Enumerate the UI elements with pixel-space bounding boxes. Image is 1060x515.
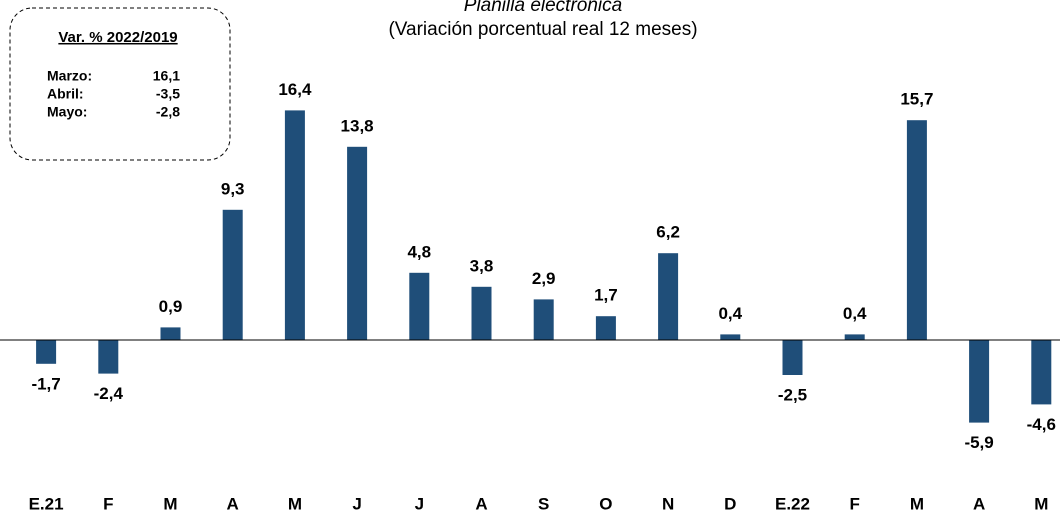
bar xyxy=(471,286,492,340)
data-label: -5,9 xyxy=(964,433,993,452)
bar xyxy=(347,146,368,340)
data-label: 2,9 xyxy=(532,269,556,288)
x-tick-label: J xyxy=(415,494,424,513)
bar xyxy=(782,340,803,375)
bar xyxy=(844,334,865,340)
x-tick-label: M xyxy=(163,494,177,513)
data-label: 0,9 xyxy=(159,297,183,316)
x-tick-label: F xyxy=(103,494,113,513)
bar xyxy=(284,110,305,341)
bar xyxy=(906,120,927,340)
x-tick-label: S xyxy=(538,494,549,513)
x-tick-label: J xyxy=(352,494,361,513)
data-label: -4,6 xyxy=(1027,415,1056,434)
x-tick-label: D xyxy=(724,494,736,513)
bar xyxy=(969,340,990,423)
data-label: 15,7 xyxy=(900,90,933,109)
x-tick-label: M xyxy=(1034,494,1048,513)
annotation-value: -2,8 xyxy=(156,104,180,120)
annotation-value: -3,5 xyxy=(156,86,180,102)
annotation-label: Abril: xyxy=(47,86,84,102)
data-label: 9,3 xyxy=(221,179,245,198)
bar xyxy=(533,299,554,340)
data-label: 3,8 xyxy=(470,256,494,275)
data-label: -1,7 xyxy=(31,374,60,393)
annotation-label: Mayo: xyxy=(47,104,87,120)
annotation-label: Marzo: xyxy=(47,68,92,84)
bar xyxy=(658,253,679,340)
x-tick-label: M xyxy=(910,494,924,513)
chart-title: Planilla electrónica xyxy=(464,0,622,16)
bar xyxy=(720,334,741,340)
x-tick-label: E.21 xyxy=(29,494,64,513)
data-label: 16,4 xyxy=(278,80,312,99)
bar xyxy=(36,340,57,364)
x-tick-label: N xyxy=(662,494,674,513)
annotation-title: Var. % 2022/2019 xyxy=(58,29,177,46)
data-label: 0,4 xyxy=(843,304,867,323)
x-tick-label: A xyxy=(475,494,487,513)
bar xyxy=(98,340,119,374)
x-tick-label: M xyxy=(288,494,302,513)
x-tick-label: E.22 xyxy=(775,494,810,513)
annotation-box xyxy=(9,7,231,161)
bar xyxy=(160,327,181,340)
x-tick-label: F xyxy=(850,494,860,513)
bar xyxy=(595,316,616,340)
bar xyxy=(222,209,243,340)
data-label: 1,7 xyxy=(594,286,618,305)
x-tick-label: O xyxy=(599,494,612,513)
bar xyxy=(409,272,430,340)
data-label: -2,4 xyxy=(94,384,124,403)
data-label: 13,8 xyxy=(341,116,374,135)
data-label: 6,2 xyxy=(656,223,680,242)
data-label: 4,8 xyxy=(407,242,431,261)
bar xyxy=(1031,340,1052,405)
chart-subtitle: (Variación porcentual real 12 meses) xyxy=(388,19,697,40)
data-label: -2,5 xyxy=(778,385,807,404)
annotation-value: 16,1 xyxy=(153,68,180,84)
x-tick-label: A xyxy=(227,494,239,513)
x-tick-label: A xyxy=(973,494,985,513)
data-label: 0,4 xyxy=(718,304,742,323)
